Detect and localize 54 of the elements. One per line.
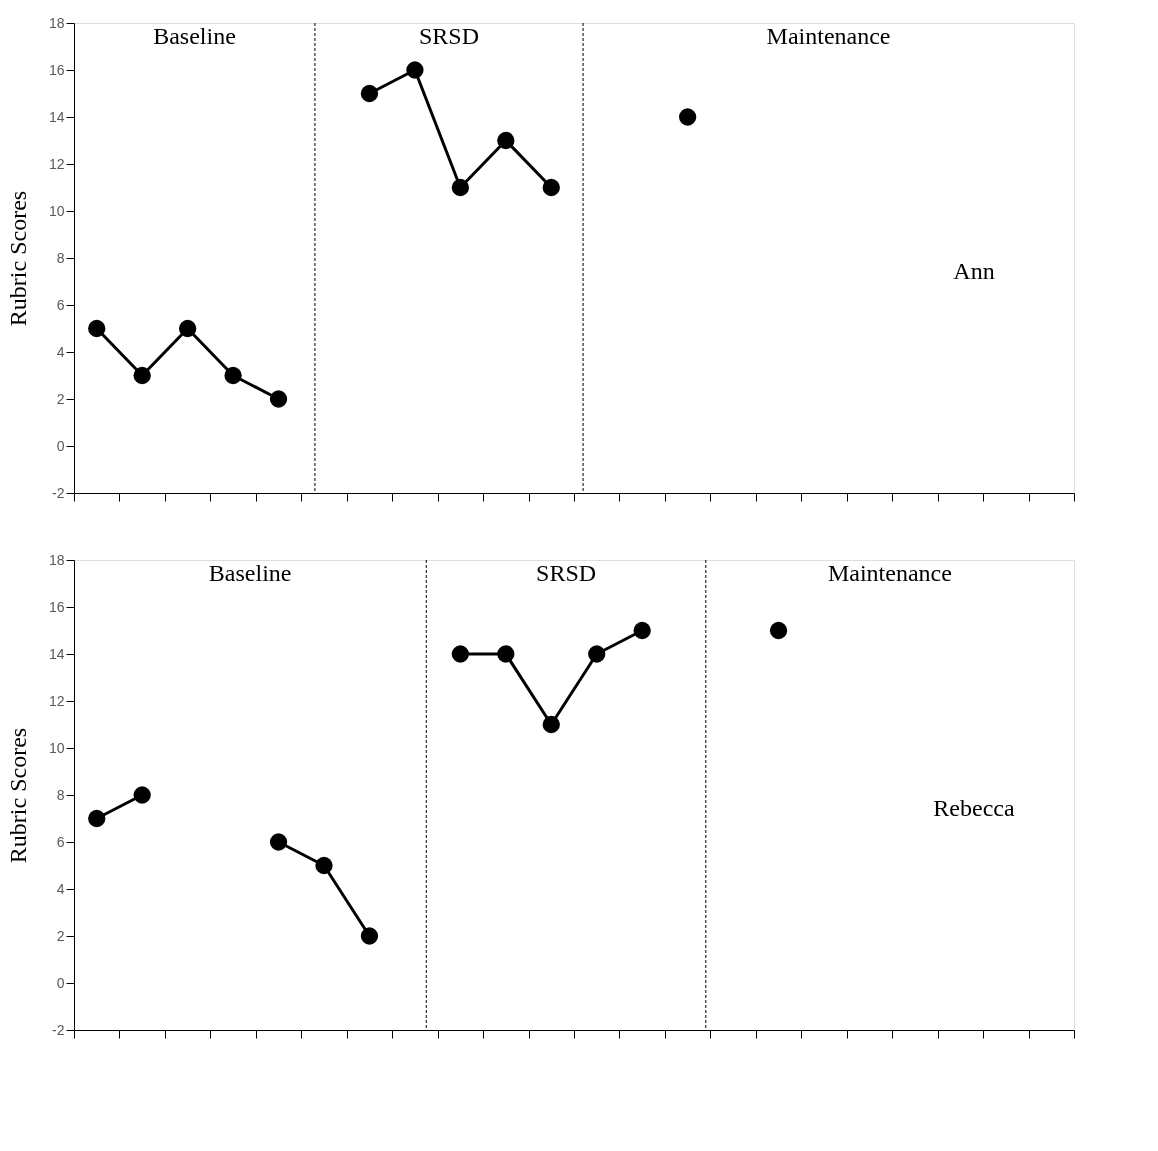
point [633,621,651,640]
point [451,645,470,663]
y-axis-title: Rubric Scores [4,727,31,864]
y-tick-label: 8 [56,786,65,803]
y-tick-label: 0 [56,974,65,991]
annotation: Rebecca [933,795,1015,822]
point [133,366,151,385]
y-tick-label: 16 [48,598,65,615]
y-tick-label: 10 [48,202,65,219]
y-tick-label: -2 [52,1021,65,1038]
y-tick-label: 18 [48,14,65,31]
point [542,178,560,197]
y-tick-label: 18 [48,551,65,568]
point [178,319,197,338]
y-tick-label: 6 [56,296,65,313]
y-tick-label: 6 [56,833,65,850]
y-tick-label: 0 [56,437,65,454]
point [88,809,106,828]
y-tick-label: 4 [56,880,65,897]
annotation: SRSD [418,23,480,50]
annotation: Baseline [153,23,236,50]
annotation: SRSD [536,560,597,587]
y-tick-label: 14 [48,645,65,662]
point [315,856,333,875]
point [269,833,288,851]
y-axis-title: Rubric Scores [4,190,31,327]
point [497,131,515,150]
y-tick-label: 8 [56,249,65,266]
point [542,715,560,734]
point [497,645,515,663]
annotation: Maintenance [766,23,891,50]
y-tick-label: 12 [48,155,65,172]
point [451,178,470,197]
y-tick-label: 2 [56,390,65,407]
annotation: Baseline [208,560,292,587]
point [360,84,379,103]
y-tick-label: -2 [52,484,65,501]
annotation: Maintenance [827,560,952,587]
point [588,645,606,663]
point [360,927,379,945]
y-tick-label: 12 [48,692,65,709]
point [224,366,242,385]
y-tick-label: 4 [56,343,65,360]
point [678,108,697,126]
point [133,786,151,804]
y-tick-label: 16 [48,61,65,78]
annotation: Ann [953,258,995,285]
y-tick-label: 2 [56,927,65,944]
point [406,61,424,79]
point [769,621,788,640]
point [88,319,106,338]
y-tick-label: 14 [48,108,65,125]
y-tick-label: 10 [48,739,65,756]
point [269,390,288,408]
